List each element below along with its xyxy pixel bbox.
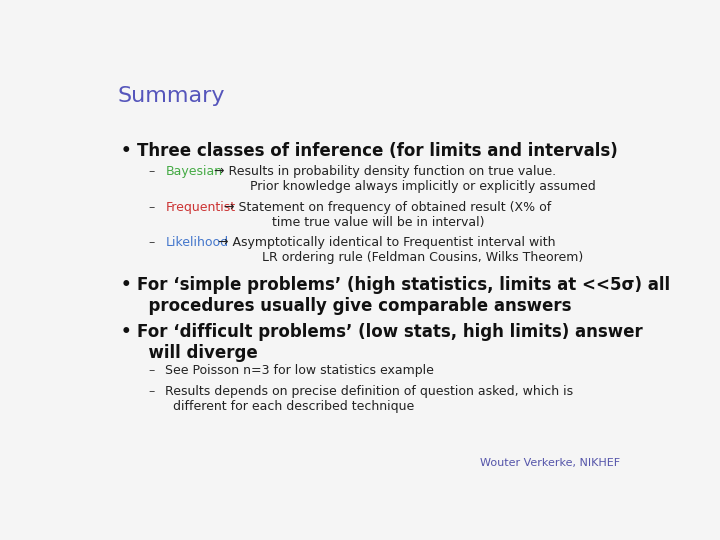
Text: Frequentist: Frequentist	[166, 201, 235, 214]
Text: •: •	[121, 323, 131, 341]
Text: –: –	[148, 165, 155, 178]
Text: Three classes of inference (for limits and intervals): Three classes of inference (for limits a…	[138, 141, 618, 160]
Text: Bayesian: Bayesian	[166, 165, 222, 178]
Text: Results depends on precise definition of question asked, which is
  different fo: Results depends on precise definition of…	[166, 384, 573, 413]
Text: –: –	[148, 237, 155, 249]
Text: → Asymptotically identical to Frequentist interval with
            LR ordering : → Asymptotically identical to Frequentis…	[215, 237, 583, 265]
Text: For ‘difficult problems’ (low stats, high limits) answer
  will diverge: For ‘difficult problems’ (low stats, hig…	[138, 323, 643, 362]
Text: •: •	[121, 276, 131, 294]
Text: –: –	[148, 364, 155, 377]
Text: → Statement on frequency of obtained result (X% of
             time true value : → Statement on frequency of obtained res…	[220, 201, 551, 229]
Text: Likelihood: Likelihood	[166, 237, 228, 249]
Text: •: •	[121, 141, 131, 160]
Text: –: –	[148, 384, 155, 397]
Text: Summary: Summary	[118, 85, 225, 106]
Text: –: –	[148, 201, 155, 214]
Text: See Poisson n=3 for low statistics example: See Poisson n=3 for low statistics examp…	[166, 364, 434, 377]
Text: Wouter Verkerke, NIKHEF: Wouter Verkerke, NIKHEF	[480, 458, 620, 468]
Text: → Results in probability density function on true value.
          Prior knowled: → Results in probability density functio…	[210, 165, 595, 193]
Text: For ‘simple problems’ (high statistics, limits at <<5σ) all
  procedures usually: For ‘simple problems’ (high statistics, …	[138, 276, 670, 315]
